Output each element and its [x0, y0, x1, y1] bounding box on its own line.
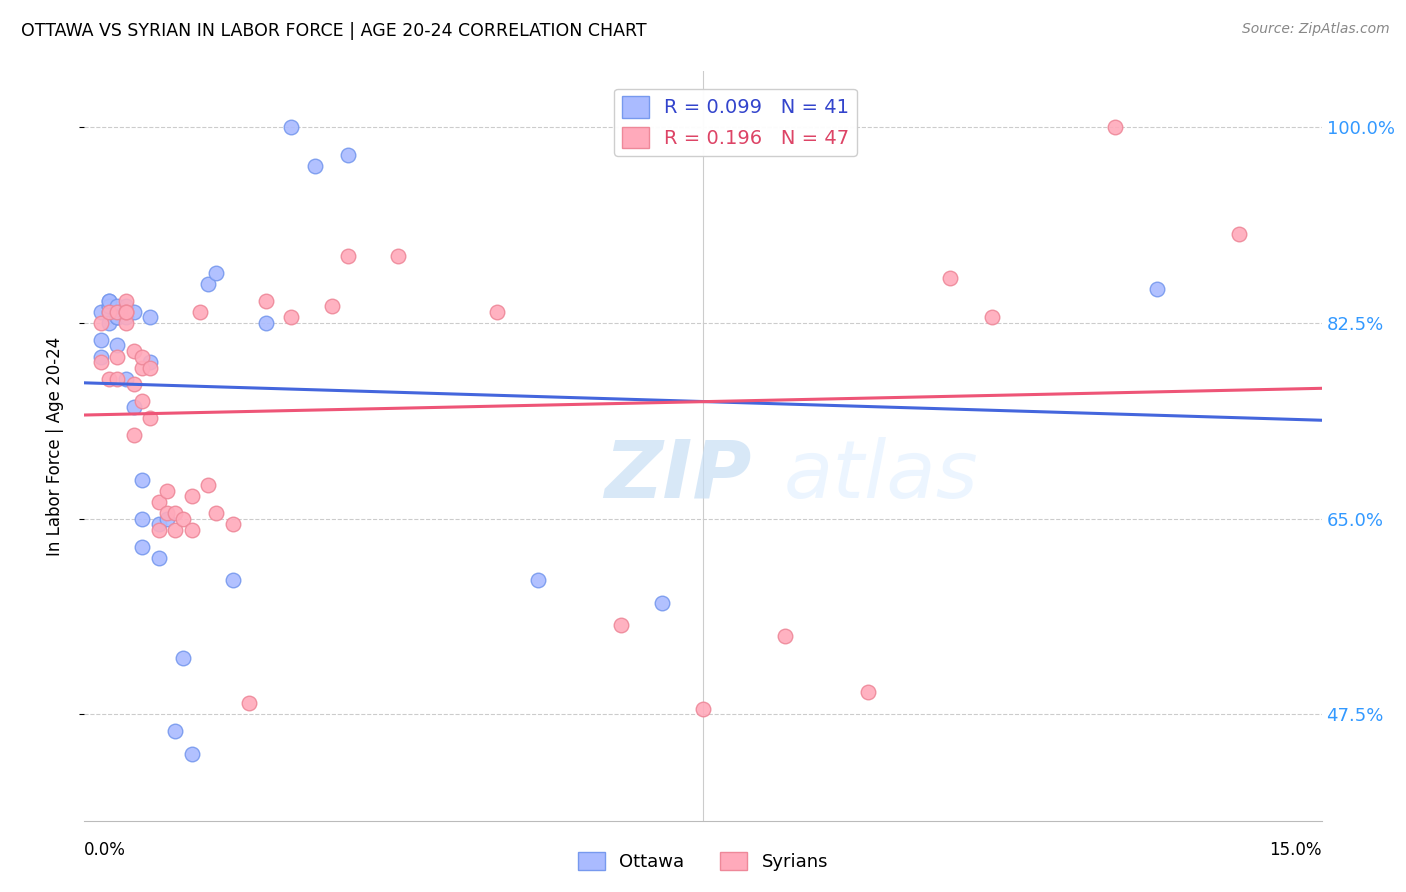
Point	[122, 305, 145, 319]
Point	[280, 310, 302, 325]
Point	[148, 523, 170, 537]
Legend: Ottawa, Syrians: Ottawa, Syrians	[571, 845, 835, 879]
Point	[205, 266, 228, 280]
Point	[172, 511, 194, 525]
Point	[114, 305, 136, 319]
Point	[197, 478, 219, 492]
Text: ZIP: ZIP	[605, 437, 751, 515]
Point	[98, 293, 121, 308]
Text: Source: ZipAtlas.com: Source: ZipAtlas.com	[1241, 22, 1389, 37]
Point	[105, 310, 128, 325]
Point	[156, 511, 179, 525]
Point	[114, 310, 136, 325]
Point	[238, 696, 260, 710]
Point	[139, 355, 162, 369]
Point	[114, 316, 136, 330]
Point	[98, 293, 121, 308]
Point	[114, 299, 136, 313]
Point	[1146, 282, 1168, 296]
Point	[148, 550, 170, 565]
Point	[387, 249, 409, 263]
Point	[304, 160, 326, 174]
Point	[980, 310, 1002, 325]
Point	[180, 747, 202, 761]
Point	[139, 310, 162, 325]
Point	[180, 489, 202, 503]
Point	[156, 483, 179, 498]
Point	[122, 400, 145, 414]
Point	[98, 305, 121, 319]
Text: OTTAWA VS SYRIAN IN LABOR FORCE | AGE 20-24 CORRELATION CHART: OTTAWA VS SYRIAN IN LABOR FORCE | AGE 20…	[21, 22, 647, 40]
Point	[254, 293, 277, 308]
Legend: R = 0.099   N = 41, R = 0.196   N = 47: R = 0.099 N = 41, R = 0.196 N = 47	[614, 88, 858, 156]
Point	[114, 293, 136, 308]
Point	[156, 506, 179, 520]
Point	[139, 360, 162, 375]
Point	[98, 316, 121, 330]
Point	[222, 517, 245, 532]
Point	[122, 377, 145, 392]
Point	[105, 338, 128, 352]
Point	[98, 299, 121, 313]
Point	[131, 350, 153, 364]
Point	[197, 277, 219, 291]
Point	[651, 596, 673, 610]
Point	[222, 573, 245, 587]
Y-axis label: In Labor Force | Age 20-24: In Labor Force | Age 20-24	[45, 336, 63, 556]
Text: 15.0%: 15.0%	[1270, 841, 1322, 859]
Point	[131, 360, 153, 375]
Point	[90, 355, 112, 369]
Point	[105, 305, 128, 319]
Point	[1104, 120, 1126, 135]
Point	[122, 343, 145, 358]
Point	[114, 305, 136, 319]
Point	[485, 305, 508, 319]
Point	[148, 495, 170, 509]
Point	[105, 310, 128, 325]
Point	[321, 299, 343, 313]
Point	[254, 316, 277, 330]
Point	[280, 120, 302, 135]
Point	[337, 148, 360, 162]
Point	[165, 724, 187, 739]
Point	[131, 511, 153, 525]
Point	[90, 333, 112, 347]
Point	[98, 299, 121, 313]
Point	[856, 685, 879, 699]
Point	[98, 372, 121, 386]
Point	[609, 618, 631, 632]
Point	[105, 299, 128, 313]
Point	[131, 540, 153, 554]
Point	[148, 517, 170, 532]
Text: atlas: atlas	[783, 437, 979, 515]
Point	[114, 372, 136, 386]
Point	[1227, 227, 1250, 241]
Point	[122, 427, 145, 442]
Point	[90, 305, 112, 319]
Point	[939, 271, 962, 285]
Point	[165, 523, 187, 537]
Point	[165, 506, 187, 520]
Point	[105, 372, 128, 386]
Point	[205, 506, 228, 520]
Point	[188, 305, 211, 319]
Point	[527, 573, 550, 587]
Point	[131, 473, 153, 487]
Point	[105, 350, 128, 364]
Point	[692, 702, 714, 716]
Point	[131, 394, 153, 409]
Point	[90, 316, 112, 330]
Point	[775, 629, 797, 643]
Text: 0.0%: 0.0%	[84, 841, 127, 859]
Point	[98, 305, 121, 319]
Point	[180, 523, 202, 537]
Point	[337, 249, 360, 263]
Point	[90, 350, 112, 364]
Point	[172, 651, 194, 665]
Point	[105, 310, 128, 325]
Point	[105, 305, 128, 319]
Point	[139, 411, 162, 425]
